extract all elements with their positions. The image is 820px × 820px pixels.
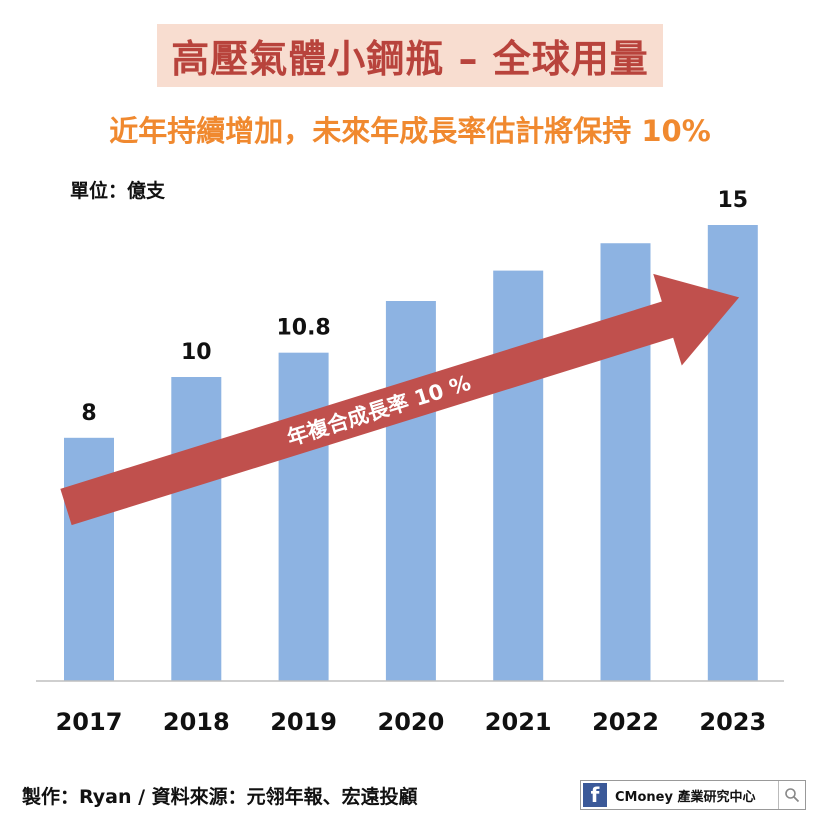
title-container: 高壓氣體小鋼瓶 – 全球用量 [0,24,820,87]
chart-subtitle: 近年持續增加，未來年成長率估計將保持 10% [109,114,711,148]
x-tick-2020: 2020 [378,708,445,736]
data-label-2018: 10 [181,340,212,365]
bar-2018 [171,377,222,681]
x-tick-2023: 2023 [699,708,766,736]
source-footer: 製作：Ryan / 資料來源：元翎年報、宏遠投顧 [22,786,418,808]
brand-name: CMoney 產業研究中心 [615,789,756,805]
facebook-icon: f [583,783,607,807]
data-label-2023: 15 [717,188,748,213]
growth-arrow-shape [60,273,740,526]
unit-label: 單位：億支 [70,180,166,202]
bar-2021 [493,270,544,681]
bar-2017 [64,437,114,681]
bar-2020 [385,301,436,681]
x-tick-2019: 2019 [270,708,337,736]
search-icon[interactable] [778,781,805,809]
x-tick-2018: 2018 [163,708,230,736]
x-tick-2022: 2022 [592,708,659,736]
bar-2019 [278,352,329,681]
x-tick-2021: 2021 [485,708,552,736]
data-label-2019: 10.8 [276,316,330,341]
x-tick-2017: 2017 [56,708,123,736]
chart-title: 高壓氣體小鋼瓶 – 全球用量 [157,24,663,87]
brand-badge[interactable]: f CMoney 產業研究中心 [580,780,806,810]
data-label-2017: 8 [81,401,96,426]
